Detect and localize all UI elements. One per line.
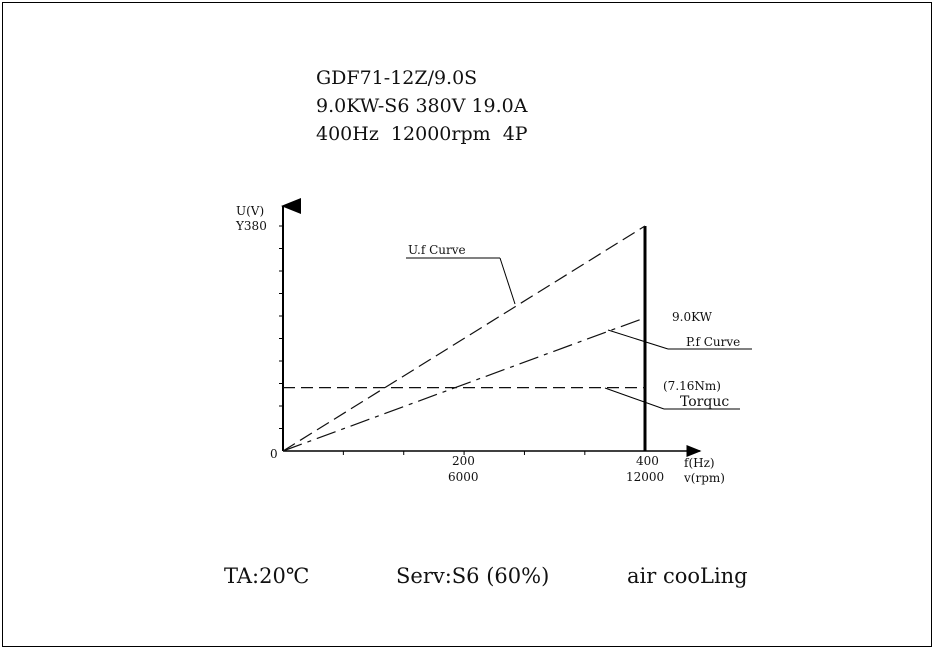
x-axis-label-freq: f(Hz) (684, 456, 715, 470)
model-title: GDF71-12Z/9.0S (316, 67, 478, 89)
torque-label: Torquc (680, 394, 729, 410)
y-max-label: Y380 (235, 219, 267, 233)
motor-spec-header: GDF71-12Z/9.0S 9.0KW-S6 380V 19.0A 400Hz… (316, 64, 528, 148)
torque-value-label: (7.16Nm) (663, 379, 721, 393)
series-pf-curve (282, 317, 646, 452)
x-tick-label-400-freq: 400 (636, 454, 659, 468)
rating-line: 9.0KW-S6 380V 19.0A (316, 95, 528, 117)
x-ticks (342, 451, 586, 455)
cooling-label: air cooLing (627, 564, 748, 588)
duty-label: Serv:S6 (60%) (396, 564, 550, 588)
origin-label: 0 (270, 447, 278, 461)
leader-pf-curve-diag (607, 329, 669, 350)
uf-curve-label: U.f Curve (408, 243, 466, 257)
power-label: 9.0KW (672, 310, 713, 324)
leader-uf-curve-diag (499, 257, 516, 305)
series-uf-curve (282, 225, 646, 452)
y-ticks (279, 225, 283, 429)
pf-curve-label: P.f Curve (686, 335, 740, 349)
x-tick-label-200-rpm: 6000 (448, 470, 479, 484)
ambient-label: TA:20℃ (224, 564, 310, 588)
x-axis-label-rpm: v(rpm) (683, 471, 725, 485)
leader-torque-diag (604, 387, 665, 410)
speed-line: 400Hz 12000rpm 4P (316, 123, 528, 145)
x-tick-label-400-rpm: 12000 (626, 470, 664, 484)
y-axis-label: U(V) (236, 204, 264, 218)
x-tick-label-200-freq: 200 (452, 454, 475, 468)
